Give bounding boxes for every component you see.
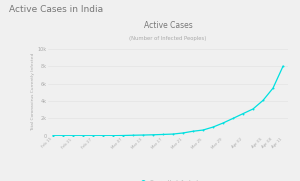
Legend: Currently Infected: Currently Infected bbox=[136, 178, 200, 181]
Text: Active Cases: Active Cases bbox=[144, 21, 192, 30]
Text: Active Cases in India: Active Cases in India bbox=[9, 5, 103, 14]
Y-axis label: Total Coronavirus Currently Infected: Total Coronavirus Currently Infected bbox=[31, 53, 35, 132]
Text: (Number of Infected Peoples): (Number of Infected Peoples) bbox=[129, 36, 207, 41]
